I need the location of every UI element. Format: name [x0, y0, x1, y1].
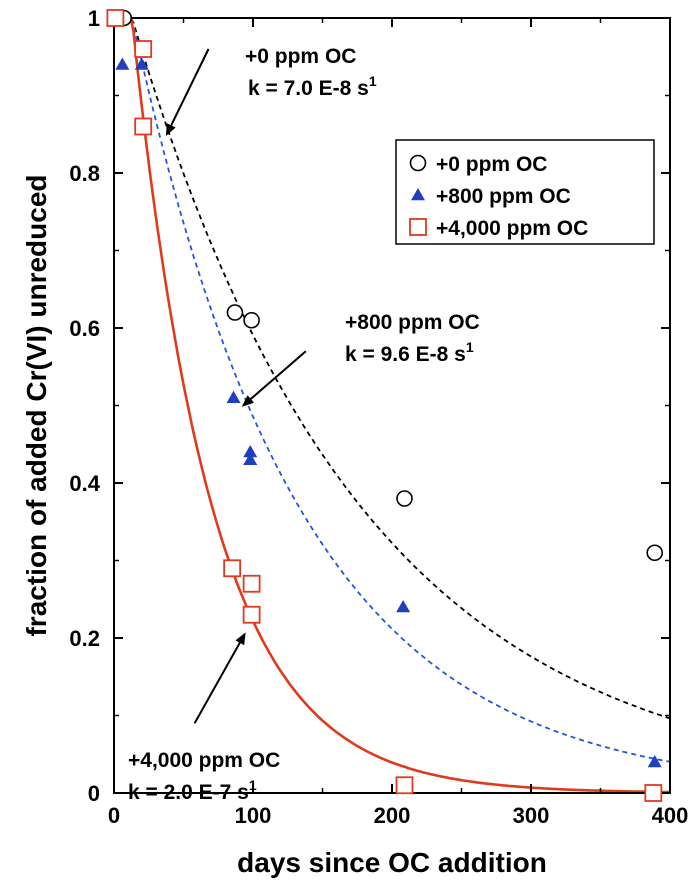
x-tick-label: 100 — [235, 803, 272, 828]
point-series-1 — [115, 57, 130, 70]
annotation-label: +800 ppm OC — [345, 311, 480, 334]
y-tick-label: 0 — [88, 781, 100, 806]
legend: +0 ppm OC +800 ppm OC +4,000 ppm OC — [395, 139, 655, 245]
point-series-2 — [223, 559, 242, 578]
point-series-1 — [396, 600, 411, 613]
point-series-0 — [646, 544, 664, 562]
plot-frame — [113, 17, 671, 794]
x-axis-title: days since OC addition — [237, 847, 547, 878]
point-series-1 — [243, 452, 258, 465]
y-tick-label: 1 — [88, 6, 100, 31]
y-axis-title: fraction of added Cr(VI) unreduced — [21, 174, 52, 636]
point-series-0 — [243, 311, 260, 329]
y-tick-label: 0.4 — [69, 471, 100, 496]
point-series-2 — [134, 117, 153, 136]
annotation-label: +4,000 ppm OC — [128, 749, 280, 772]
point-series-1 — [226, 390, 241, 403]
fit-curves — [114, 16, 671, 794]
annotation-rate-exponent: 1 — [466, 339, 474, 355]
annotation-rate: k = 9.6 E-8 s1 — [345, 339, 474, 366]
x-tick-label: 300 — [513, 803, 550, 828]
point-series-1 — [243, 445, 258, 458]
point-series-2 — [395, 776, 414, 795]
point-series-0 — [226, 304, 244, 321]
annotation-rate-exponent: 1 — [369, 73, 377, 89]
point-series-2 — [242, 605, 261, 624]
annotations: +0 ppm OC k = 7.0 E-8 s1 +800 ppm OC k = 9.… — [128, 45, 480, 804]
x-tick-label: 400 — [652, 803, 689, 828]
annotation-rate-exponent: 1 — [249, 777, 257, 793]
fit-curve-1 — [114, 17, 671, 763]
x-tick-label: 0 — [108, 803, 120, 828]
y-tick-label: 0.6 — [69, 316, 100, 341]
point-series-2 — [134, 40, 153, 58]
x-tick-label: 200 — [374, 803, 411, 828]
legend-marker-2 — [409, 218, 427, 236]
fit-curve-0 — [114, 17, 671, 720]
annotation-rate: k = 2.0 E-7 s1 — [128, 777, 257, 804]
y-tick-label: 0.2 — [69, 626, 100, 651]
fit-curve-2 — [114, 16, 670, 794]
point-series-0 — [396, 490, 413, 507]
legend-marker-1 — [411, 188, 425, 201]
legend-marker-0 — [409, 154, 427, 172]
legend-label: +4,000 ppm OC — [436, 217, 588, 240]
annotation-arrow — [193, 632, 246, 724]
annotation-arrow — [165, 48, 210, 137]
annotation-rate: k = 7.0 E-8 s1 — [248, 73, 377, 100]
point-series-1 — [647, 755, 662, 768]
legend-box — [395, 139, 655, 245]
annotation-label: +0 ppm OC — [245, 45, 356, 68]
point-series-2 — [106, 9, 125, 27]
axis-ticks: 0 100 200 300 400 0 0.2 0.4 0.6 0.8 1 — [69, 6, 688, 828]
point-series-1 — [134, 57, 149, 70]
y-tick-label: 0.8 — [69, 161, 100, 186]
legend-label: +800 ppm OC — [436, 185, 571, 208]
point-series-2 — [242, 574, 261, 593]
point-series-2 — [644, 784, 663, 802]
data-points — [106, 9, 664, 802]
annotation-arrow — [241, 350, 307, 407]
legend-label: +0 ppm OC — [436, 153, 547, 176]
